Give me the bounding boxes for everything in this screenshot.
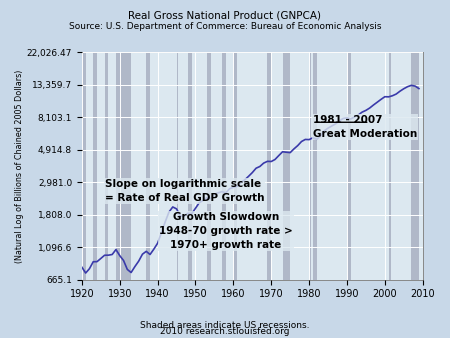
Bar [176, 52, 179, 280]
Y-axis label: (Natural Log of Billions of Chained 2005 Dollars): (Natural Log of Billions of Chained 2005… [15, 69, 24, 263]
Text: 1981 - 2007
Great Moderation: 1981 - 2007 Great Moderation [313, 115, 417, 139]
Text: Source: U.S. Department of Commerce: Bureau of Economic Analysis: Source: U.S. Department of Commerce: Bur… [69, 22, 381, 31]
Bar [116, 52, 131, 280]
Text: 2010 research.stlouisfed.org: 2010 research.stlouisfed.org [160, 327, 290, 336]
Bar [267, 52, 271, 280]
Text: Growth Slowdown
1948-70 growth rate >
1970+ growth rate: Growth Slowdown 1948-70 growth rate > 19… [159, 212, 292, 250]
Bar [146, 52, 150, 280]
Text: Slope on logarithmic scale
= Rate of Real GDP Growth: Slope on logarithmic scale = Rate of Rea… [104, 179, 264, 203]
Bar [104, 52, 108, 280]
Text: Shaded areas indicate US recessions.: Shaded areas indicate US recessions. [140, 320, 310, 330]
Bar [313, 52, 317, 280]
Bar [411, 52, 419, 280]
Bar [347, 52, 351, 280]
Bar [389, 52, 392, 280]
Bar [93, 52, 97, 280]
Bar [222, 52, 226, 280]
Bar [283, 52, 290, 280]
Bar [82, 52, 86, 280]
Bar [234, 52, 237, 280]
Bar [309, 52, 311, 280]
Text: Real Gross National Product (GNPCA): Real Gross National Product (GNPCA) [129, 10, 321, 20]
Bar [207, 52, 211, 280]
Bar [188, 52, 192, 280]
